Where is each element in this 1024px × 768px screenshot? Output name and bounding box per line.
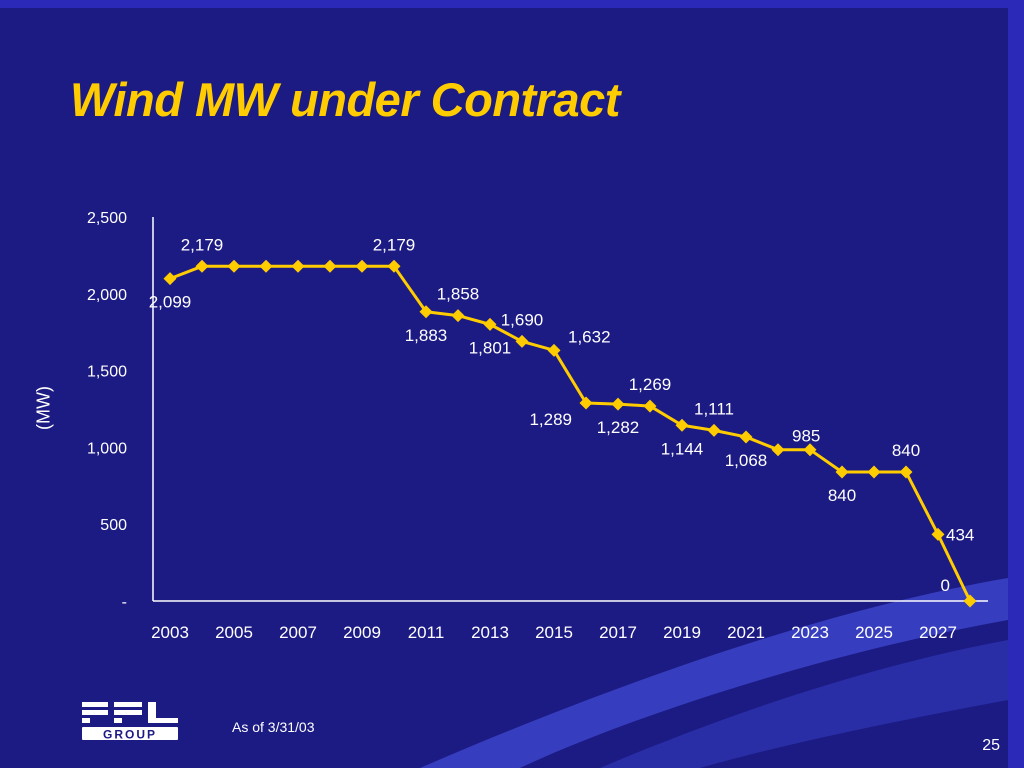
x-tick-label: 2017 (599, 623, 637, 642)
data-point (227, 259, 241, 273)
x-tick-label: 2027 (919, 623, 957, 642)
data-point (931, 527, 945, 541)
data-label: 1,282 (597, 418, 640, 437)
data-point (451, 309, 465, 323)
data-point (739, 430, 753, 444)
data-label: 0 (941, 576, 950, 595)
data-label: 840 (892, 441, 920, 460)
fpl-group-logo: GROUP (82, 702, 178, 742)
x-tick-label: 2003 (151, 623, 189, 642)
data-label: 1,144 (661, 439, 704, 458)
data-point (867, 465, 881, 479)
footnote-as-of: As of 3/31/03 (232, 719, 315, 735)
data-point (771, 443, 785, 457)
data-point (419, 305, 433, 319)
data-point (963, 594, 977, 608)
data-label: 2,099 (149, 293, 192, 312)
x-tick-label: 2023 (791, 623, 829, 642)
slide-title: Wind MW under Contract (70, 73, 620, 126)
data-point (547, 343, 561, 357)
data-point (643, 399, 657, 413)
data-label: 1,289 (529, 410, 572, 429)
x-tick-label: 2013 (471, 623, 509, 642)
data-label: 1,690 (501, 310, 544, 329)
data-label: 434 (946, 525, 974, 544)
x-tick-label: 2009 (343, 623, 381, 642)
data-point (259, 259, 273, 273)
data-point (899, 465, 913, 479)
data-point (355, 259, 369, 273)
y-tick-label: 500 (100, 517, 127, 534)
y-tick-label: - (122, 594, 127, 611)
data-point (195, 259, 209, 273)
x-tick-label: 2011 (408, 623, 445, 642)
y-tick-label: 2,500 (87, 210, 127, 227)
x-tick-label: 2019 (663, 623, 701, 642)
page-number: 25 (982, 737, 1000, 754)
x-tick-label: 2021 (727, 623, 765, 642)
x-tick-label: 2007 (279, 623, 317, 642)
data-point (387, 259, 401, 273)
data-label: 1,068 (725, 451, 768, 470)
x-tick-label: 2015 (535, 623, 573, 642)
data-label: 1,269 (629, 375, 672, 394)
x-tick-label: 2025 (855, 623, 893, 642)
data-label: 2,179 (181, 235, 224, 254)
data-point (483, 317, 497, 331)
data-point (323, 259, 337, 273)
y-tick-label: 2,000 (87, 287, 127, 304)
data-point (163, 272, 177, 286)
data-label: 1,858 (437, 285, 480, 304)
data-point (675, 418, 689, 432)
svg-text:GROUP: GROUP (103, 728, 157, 742)
data-point (707, 423, 721, 437)
y-axis-label: (MW) (33, 386, 54, 430)
data-point (803, 443, 817, 457)
y-tick-label: 1,000 (87, 440, 127, 457)
data-label: 1,801 (469, 338, 512, 357)
data-label: 985 (792, 427, 820, 446)
data-point (291, 259, 305, 273)
data-label: 840 (828, 486, 856, 505)
data-point (579, 396, 593, 410)
data-label: 1,883 (405, 326, 448, 345)
data-label: 1,111 (694, 399, 734, 418)
data-label: 2,179 (373, 235, 416, 254)
data-point (515, 334, 529, 348)
series-line (169, 264, 972, 602)
data-point (835, 465, 849, 479)
x-tick-label: 2005 (215, 623, 253, 642)
y-tick-label: 1,500 (87, 364, 127, 381)
data-label: 1,632 (568, 327, 611, 346)
data-point (611, 397, 625, 411)
